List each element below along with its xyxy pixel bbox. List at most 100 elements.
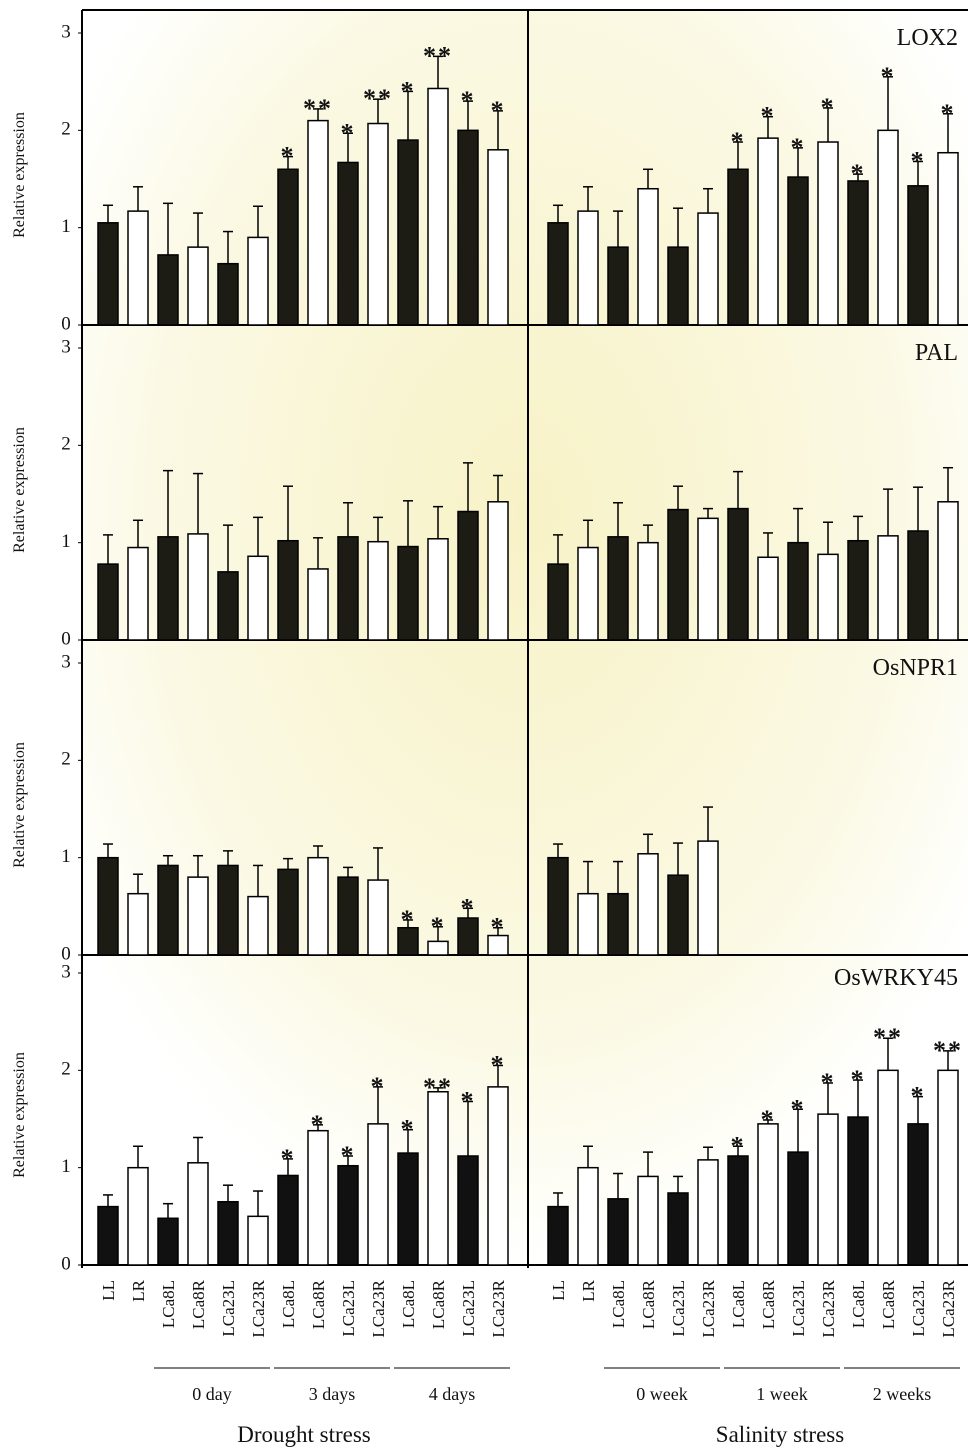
x-axis-label: Drought stress [237, 1422, 371, 1447]
significance-mark: * [761, 102, 776, 131]
bar [877, 535, 899, 641]
bar [787, 176, 809, 326]
bar [937, 1069, 959, 1266]
bar [247, 236, 269, 326]
x-tick-label: LCa23R [819, 1279, 838, 1337]
panel-title: OsNPR1 [873, 655, 958, 681]
significance-mark: ** [933, 1036, 963, 1065]
x-tick-label: LCa23R [489, 1279, 508, 1337]
bar [577, 892, 599, 956]
bar [727, 507, 749, 641]
x-tick-label: LCa23R [939, 1279, 958, 1337]
bar [847, 1116, 869, 1266]
significance-mark: ** [303, 94, 333, 123]
y-tick-label: 2 [61, 119, 71, 140]
bar [97, 1205, 119, 1266]
bar [757, 1123, 779, 1266]
bar [667, 1192, 689, 1266]
x-axis-label: Salinity stress [716, 1422, 844, 1447]
bar [907, 1123, 929, 1266]
x-tick-label: LR [129, 1279, 148, 1301]
bar [697, 1159, 719, 1266]
bar [457, 1155, 479, 1266]
significance-mark: ** [873, 1023, 903, 1052]
bar [667, 874, 689, 956]
bar [307, 1129, 329, 1266]
bar [337, 161, 359, 326]
x-tick-label: LCa8L [279, 1280, 298, 1328]
bar [817, 553, 839, 641]
significance-mark: * [431, 912, 446, 941]
y-tick-label: 1 [61, 216, 71, 237]
bar [397, 545, 419, 641]
bar [817, 141, 839, 326]
group-label: 0 day [192, 1384, 232, 1404]
bar [787, 541, 809, 641]
bar [307, 856, 329, 956]
bar [637, 1175, 659, 1266]
bar [577, 546, 599, 641]
significance-mark: * [401, 1115, 416, 1144]
bar [487, 501, 509, 641]
bar [157, 536, 179, 641]
bar [607, 536, 629, 641]
bar [457, 510, 479, 641]
panel-title: OsWRKY45 [834, 965, 958, 991]
bar [397, 139, 419, 326]
bar [217, 262, 239, 326]
panel-title: PAL [915, 340, 958, 366]
bar [127, 210, 149, 326]
bar [847, 180, 869, 326]
bar [247, 895, 269, 956]
y-tick-label: 2 [61, 1059, 71, 1080]
x-tick-label: LCa8L [849, 1280, 868, 1328]
x-tick-label: LR [579, 1279, 598, 1301]
bar [637, 541, 659, 641]
x-tick-label: LCa8L [729, 1280, 748, 1328]
significance-mark: * [731, 127, 746, 156]
bar [457, 917, 479, 956]
bar [307, 119, 329, 326]
bar [127, 892, 149, 956]
significance-mark: ** [423, 41, 453, 70]
bar [157, 254, 179, 326]
bar [607, 892, 629, 956]
x-tick-label: LL [549, 1280, 568, 1301]
x-tick-label: LCa23L [219, 1280, 238, 1337]
bar [367, 540, 389, 641]
bar [247, 1215, 269, 1266]
significance-mark: * [401, 76, 416, 105]
bar [397, 1152, 419, 1266]
significance-mark: * [911, 146, 926, 175]
y-tick-label: 0 [61, 628, 71, 649]
bar [277, 868, 299, 956]
x-tick-label: LCa8L [159, 1280, 178, 1328]
bar [907, 185, 929, 326]
group-label: 0 week [636, 1384, 687, 1404]
significance-mark: * [461, 893, 476, 922]
bar [757, 556, 779, 641]
bar [337, 536, 359, 641]
significance-mark: ** [363, 84, 393, 113]
group-label: 1 week [756, 1384, 807, 1404]
bar [337, 876, 359, 956]
bar [97, 222, 119, 326]
x-tick-label: LCa23R [249, 1279, 268, 1337]
x-tick-label: LCa8R [429, 1279, 448, 1329]
bar [277, 539, 299, 641]
y-tick-label: 2 [61, 749, 71, 770]
bar [697, 517, 719, 641]
bar [127, 546, 149, 641]
x-tick-label: LCa8R [879, 1279, 898, 1329]
significance-mark: * [821, 1068, 836, 1097]
significance-mark: * [341, 1141, 356, 1170]
bar [337, 1164, 359, 1266]
bar [487, 149, 509, 326]
y-tick-label: 1 [61, 1156, 71, 1177]
y-tick-label: 3 [61, 336, 71, 357]
significance-mark: * [941, 99, 956, 128]
bar [877, 129, 899, 326]
group-label: 3 days [309, 1384, 356, 1404]
x-tick-label: LCa8R [639, 1279, 658, 1329]
